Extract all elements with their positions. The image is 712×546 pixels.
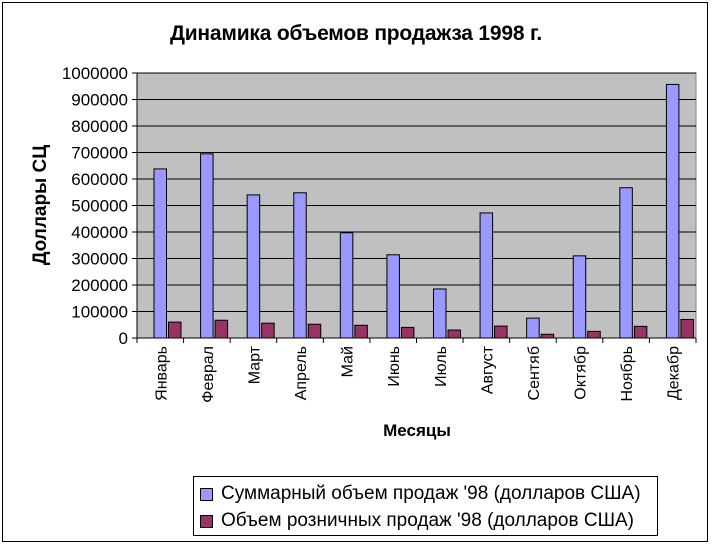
bar-total [572, 255, 587, 339]
y-tick-label: 600000 [71, 170, 128, 189]
x-tick-label: Ноябрь [619, 346, 636, 402]
bar-total [386, 254, 400, 339]
y-tick-label: 800000 [71, 117, 128, 136]
bar-total [339, 232, 354, 339]
x-axis-label: Месяцы [383, 421, 451, 440]
y-tick-label: 700000 [71, 144, 128, 163]
x-tick-label: Сентяб [526, 346, 543, 400]
bar-total [433, 288, 447, 339]
bar-retail [400, 326, 415, 339]
bar-retail [307, 323, 322, 339]
x-tick-label: Январь [153, 346, 170, 401]
x-tick-label: Декабр [666, 346, 683, 400]
y-tick-label: 400000 [71, 223, 128, 242]
legend-label-total: Суммарный объем продаж '98 (долларов США… [221, 483, 641, 504]
bar-retail [447, 329, 461, 339]
bar-retail [354, 324, 368, 339]
y-tick-label: 200000 [71, 276, 128, 295]
bar-retail [587, 330, 601, 339]
x-tick-label: Март [246, 345, 263, 384]
bar-total [479, 212, 494, 339]
bar-total [246, 194, 261, 339]
legend-label-retail: Объем розничных продаж '98 (долларов США… [221, 510, 635, 531]
bar-retail [540, 333, 555, 339]
bars [153, 83, 694, 339]
x-tick-label: Июнь [386, 346, 403, 387]
y-tick-label: 100000 [71, 303, 128, 322]
x-tick-label: Апрель [293, 346, 310, 400]
bar-total [619, 187, 633, 339]
bar-retail [680, 318, 694, 339]
y-tick-label: 1000000 [62, 64, 128, 83]
chart-title: Динамика объемов продажза 1998 г. [169, 22, 543, 45]
bar-total [200, 153, 214, 339]
legend-item-total: Суммарный объем продаж '98 (долларов США… [200, 482, 641, 506]
y-axis-label: Доллары СЦ [30, 145, 51, 265]
bar-retail [214, 319, 229, 339]
y-tick-label: 300000 [71, 250, 128, 269]
bar-retail [633, 325, 648, 339]
bar-retail [261, 322, 275, 339]
bar-total [293, 192, 307, 339]
legend-item-retail: Объем розничных продаж '98 (долларов США… [200, 509, 634, 533]
legend-swatch-total [200, 487, 213, 501]
x-tick-label: Октябр [573, 346, 590, 400]
x-tick-label: Феврал [200, 346, 217, 403]
legend-swatch-retail [200, 514, 213, 528]
bar-retail [494, 325, 508, 339]
y-axis-ticks: 0 100000 200000 300000 400000 500000 600000 700… [62, 64, 137, 348]
bar-total [665, 83, 680, 339]
bar-retail [168, 321, 182, 339]
bar-total [153, 168, 167, 339]
x-tick-label: Август [479, 345, 496, 394]
y-tick-label: 900000 [71, 91, 128, 110]
y-tick-label: 500000 [71, 197, 128, 216]
axes [136, 73, 696, 339]
legend: Суммарный объем продаж '98 (долларов США… [193, 476, 658, 536]
gridlines [137, 72, 696, 312]
x-axis-ticks: Январь Феврал Март Апрель Май Июнь Июль Август С… [136, 338, 697, 403]
x-tick-label: Май [340, 346, 357, 377]
bar-total [526, 317, 540, 339]
x-tick-label: Июль [433, 346, 450, 387]
y-tick-label: 0 [119, 329, 128, 348]
